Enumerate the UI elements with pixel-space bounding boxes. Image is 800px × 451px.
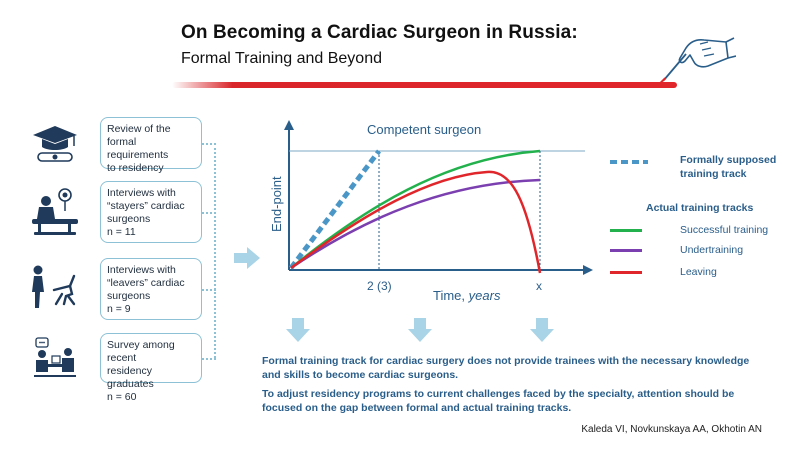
connector-dots [202, 289, 216, 291]
step-text-line: n = 60 [107, 391, 137, 403]
gloved-hand-scalpel-icon [659, 37, 736, 84]
step-text-line: Interviews with [107, 264, 176, 276]
step-text-line: residency graduates [107, 365, 154, 390]
step-text-line: n = 11 [107, 226, 136, 238]
legend-item-label: Leaving [680, 266, 717, 278]
step-box-graduate-survey: Survey among recent residency graduates … [100, 333, 202, 403]
series-leaving [290, 170, 542, 274]
x-axis-label: Time, years [433, 288, 501, 303]
x-tick-label: 2 (3) [367, 279, 392, 293]
step-text-line: surgeons [107, 213, 151, 225]
person-leaving-chair-icon [32, 265, 76, 308]
step-text-line: “leavers” cardiac [107, 277, 185, 289]
series-successful-training [290, 149, 541, 269]
legend-item-label: Successful training [680, 224, 769, 236]
step-text-line: requirements [107, 149, 169, 161]
authors: Kaleda VI, Novkunskaya AA, Okhotin AN [581, 424, 762, 435]
conclusion-text: Formal training track for cardiac surger… [262, 355, 750, 381]
y-axis-label: End-point [269, 176, 284, 232]
x-axis-arrowhead [583, 265, 593, 275]
arrow-down-icon [408, 318, 432, 342]
connector-dots [202, 358, 216, 360]
target-label: Competent surgeon [367, 122, 481, 137]
y-axis-arrowhead [284, 120, 294, 130]
step-box-stayers-interviews: Interviews with “stayers” cardiac surgeo… [100, 181, 202, 243]
step-text-line: n = 9 [107, 303, 131, 315]
x-axis-label-text: Time, [433, 288, 465, 303]
arrow-down-icon [530, 318, 554, 342]
step-text-line: “stayers” cardiac [107, 200, 185, 212]
training-track-chart: Competent surgeon End-point 2 (3) x Time… [269, 120, 593, 303]
arrow-right-icon [234, 247, 260, 269]
connector-dots-vertical [214, 143, 216, 358]
connector-dots [202, 212, 216, 214]
legend-swatch-red [610, 271, 642, 274]
step-box-formal-review: Review of the formal requirements to res… [100, 117, 202, 174]
legend-swatch-green [610, 229, 642, 232]
legend-actual-title: Actual training tracks [646, 202, 754, 214]
graduation-cap-diploma-icon [33, 126, 77, 162]
legend-supposed-label: Formally supposed training track [680, 154, 777, 180]
series-formally-supposed [289, 149, 381, 270]
x-axis-label-unit: years [468, 288, 501, 303]
x-tick-label: x [536, 279, 542, 293]
surgeon-at-operating-table-icon [32, 188, 78, 235]
series-undertraining [290, 178, 541, 270]
legend-swatch-dashed [610, 160, 648, 164]
page-title: On Becoming a Cardiac Surgeon in Russia: [181, 22, 578, 43]
arrow-down-icon [286, 318, 310, 342]
step-text-line: to residency [107, 162, 164, 174]
step-text-line: Survey among recent [107, 339, 175, 364]
step-text-line: Interviews with [107, 187, 176, 199]
connector-dots [202, 143, 216, 145]
page-subtitle: Formal Training and Beyond [181, 50, 382, 67]
title-underline [172, 82, 677, 88]
conclusion-text: To adjust residency programs to current … [262, 388, 735, 414]
legend-swatch-purple [610, 249, 642, 252]
step-text-line: surgeons [107, 290, 151, 302]
step-box-leavers-interviews: Interviews with “leavers” cardiac surgeo… [100, 258, 202, 320]
legend-item-label: Undertraining [680, 244, 744, 256]
step-text-line: Review of the formal [107, 123, 171, 148]
survey-discussion-icon [34, 337, 76, 377]
